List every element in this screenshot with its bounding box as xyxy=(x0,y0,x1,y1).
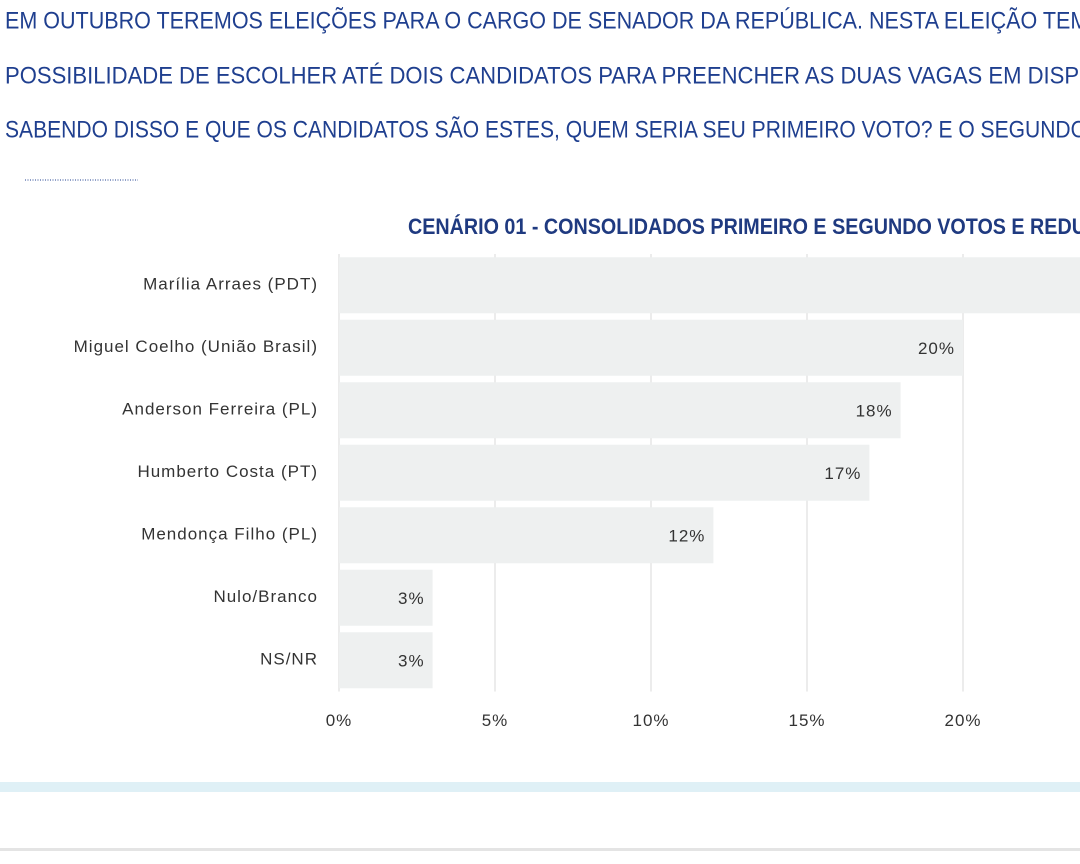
bar xyxy=(339,569,433,626)
question-line: POSSIBILIDADE DE ESCOLHER ATÉ DOIS CANDI… xyxy=(5,62,1080,89)
y-tick-label: Humberto Costa (PT) xyxy=(137,462,318,481)
question-line: SABENDO DISSO E QUE OS CANDIDATOS SÃO ES… xyxy=(5,116,1080,143)
y-tick-label: Miguel Coelho (União Brasil) xyxy=(74,337,318,356)
y-tick-label: NS/NR xyxy=(260,650,318,669)
x-tick-label: 15% xyxy=(788,711,825,730)
bar xyxy=(339,319,963,376)
chart-title: CENÁRIO 01 - CONSOLIDADOS PRIMEIRO E SEG… xyxy=(408,214,1080,239)
footer-line xyxy=(0,848,1080,851)
x-tick-label: 0% xyxy=(326,711,353,730)
value-label: 18% xyxy=(856,402,893,421)
value-label: 17% xyxy=(824,464,861,483)
bar xyxy=(339,444,870,501)
y-tick-label: Mendonça Filho (PL) xyxy=(141,525,318,544)
x-tick-label: 20% xyxy=(944,711,981,730)
value-label: 20% xyxy=(918,339,955,358)
value-label: 3% xyxy=(398,652,425,671)
y-tick-label: Marília Arraes (PDT) xyxy=(143,275,318,294)
x-tick-label: 5% xyxy=(482,711,509,730)
x-tick-label: 10% xyxy=(632,711,669,730)
question-line: EM OUTUBRO TEREMOS ELEIÇÕES PARA O CARGO… xyxy=(5,6,1080,34)
bar xyxy=(339,257,1080,314)
bar xyxy=(339,382,901,439)
band xyxy=(0,782,1080,792)
bar xyxy=(339,632,433,689)
value-label: 12% xyxy=(668,527,705,546)
y-tick-label: Anderson Ferreira (PL) xyxy=(122,400,318,419)
y-tick-label: Nulo/Branco xyxy=(213,587,318,606)
value-label: 3% xyxy=(398,589,425,608)
bar xyxy=(339,507,714,564)
